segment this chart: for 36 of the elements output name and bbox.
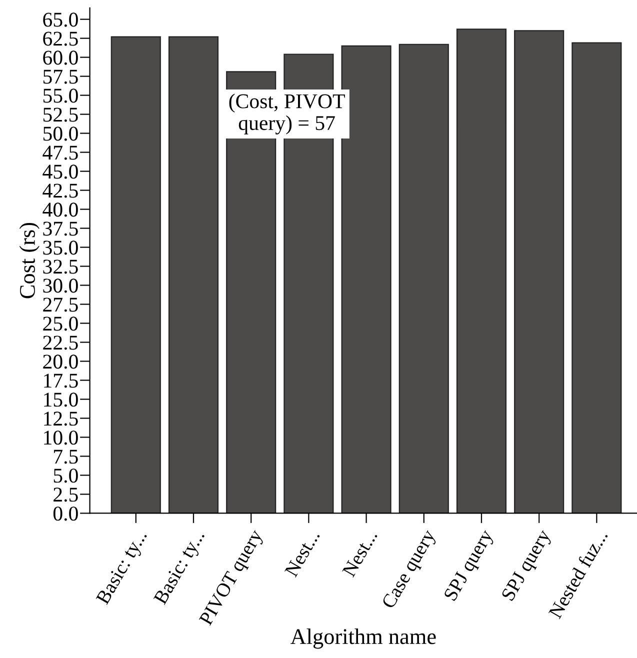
- y-tick-label: 50.0: [43, 126, 78, 141]
- y-tick-label: 10.0: [44, 430, 78, 445]
- y-tick-label: 55.0: [43, 88, 78, 103]
- y-tick-label: 37.5: [43, 222, 78, 236]
- y-tick-label: 22.5: [43, 336, 78, 350]
- y-tick-label: 0.0: [53, 506, 78, 521]
- bar: [168, 36, 219, 514]
- y-tick-label: 47.5: [42, 146, 78, 160]
- y-tick-label: 5.0: [54, 468, 78, 483]
- y-tick-label: 35.0: [43, 240, 78, 255]
- y-tick-label: 27.5: [43, 298, 78, 312]
- bar: [398, 44, 449, 514]
- y-tick-label: 15.0: [44, 392, 78, 407]
- bar: [110, 36, 161, 514]
- y-tick-label: 12.5: [44, 412, 78, 426]
- y-tick-label: 62.5: [43, 32, 78, 46]
- y-tick-label: 30.0: [43, 278, 78, 293]
- bar: [572, 42, 622, 514]
- y-tick-label: 7.5: [54, 450, 78, 464]
- bar: [514, 30, 564, 514]
- y-tick-label: 52.5: [43, 108, 78, 122]
- y-tick-label: 65.0: [43, 12, 78, 27]
- y-axis-title: Cost (rs): [19, 222, 40, 298]
- y-tick-label: 20.0: [43, 354, 78, 369]
- y-tick-label: 45.0: [42, 164, 78, 179]
- y-tick-label: 25.0: [43, 316, 78, 331]
- y-tick-label: 57.5: [43, 70, 78, 84]
- y-tick-label: 17.5: [44, 374, 78, 388]
- bar: [456, 28, 507, 514]
- y-tick-label: 2.5: [54, 488, 78, 502]
- y-tick-label: 60.0: [43, 50, 78, 65]
- x-axis-title: Algorithm name: [290, 628, 436, 649]
- annotation: (Cost, PIVOT query) = 57: [229, 94, 345, 134]
- y-tick-label: 42.5: [42, 184, 78, 198]
- y-tick-label: 32.5: [43, 260, 78, 274]
- y-tick-label: 40.0: [42, 202, 78, 217]
